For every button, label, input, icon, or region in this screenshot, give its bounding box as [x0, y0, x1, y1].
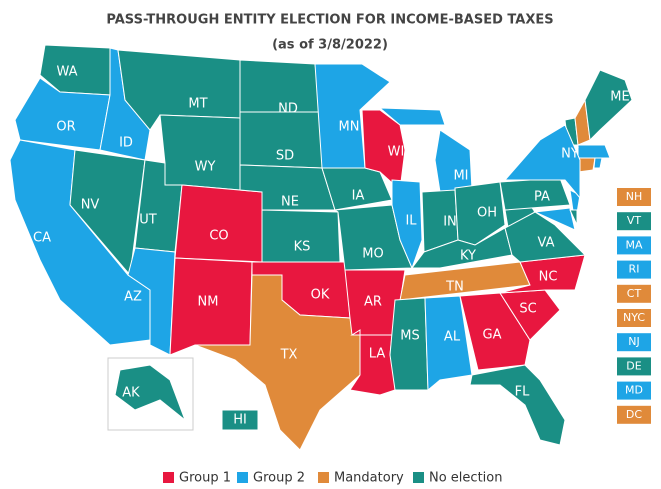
state-label: AR — [364, 295, 382, 310]
state-label: SD — [276, 149, 294, 164]
state-label: MO — [362, 247, 383, 262]
legend-label: Group 2 — [253, 471, 305, 486]
small-state-box — [617, 333, 651, 352]
small-state-box — [617, 212, 651, 231]
state-label: IL — [405, 214, 417, 229]
small-state — [577, 144, 611, 159]
state — [469, 364, 566, 446]
small-state-label: DC — [626, 408, 642, 421]
state-label: TX — [280, 348, 298, 363]
state — [321, 167, 393, 211]
small-state-label: VT — [627, 214, 642, 227]
state-label: CO — [209, 229, 228, 244]
small-state-label: MA — [625, 238, 642, 251]
state-label: MN — [339, 120, 360, 135]
state-label: ID — [119, 136, 133, 151]
state-label: LA — [369, 347, 386, 362]
state-label: NC — [539, 270, 558, 285]
subtitle: (as of 3/8/2022) — [272, 38, 388, 53]
state — [114, 364, 187, 422]
small-state-label: CT — [627, 287, 642, 300]
legend-label: Group 1 — [179, 471, 231, 486]
state-label: NE — [281, 195, 299, 210]
state-label: OH — [477, 206, 497, 221]
state-label: ME — [610, 90, 629, 105]
state — [389, 297, 429, 391]
title: PASS-THROUGH ENTITY ELECTION FOR INCOME-… — [106, 13, 553, 28]
small-state — [593, 157, 603, 169]
state — [503, 124, 581, 200]
legend-swatch — [318, 472, 329, 483]
state-label: NV — [81, 198, 100, 213]
state — [159, 114, 241, 191]
legend-label: Mandatory — [334, 471, 404, 486]
state-label: AL — [444, 330, 461, 345]
small-state-box — [617, 284, 651, 303]
state-label: PA — [534, 190, 550, 205]
state-label: KY — [460, 249, 476, 264]
state — [174, 184, 263, 263]
small-state-label: NJ — [628, 335, 639, 348]
small-state-box — [617, 357, 651, 376]
small-state-label: RI — [629, 263, 640, 276]
legend-swatch — [163, 472, 174, 483]
state — [454, 181, 506, 246]
small-state-box — [617, 309, 651, 327]
state — [361, 109, 406, 192]
state-label: IA — [352, 189, 365, 204]
state-label: SC — [519, 302, 536, 317]
small-state-label: MD — [625, 384, 643, 397]
state-label: OK — [311, 288, 330, 303]
small-state-box — [617, 236, 651, 255]
state-label: WI — [388, 145, 405, 160]
state-label: WA — [56, 65, 77, 80]
small-state-box — [617, 405, 651, 424]
state-label: NM — [198, 295, 219, 310]
state-label: CA — [33, 231, 51, 246]
state-label: MT — [188, 97, 207, 112]
state-label: IN — [443, 215, 457, 230]
state — [459, 292, 531, 371]
state-label: OR — [56, 120, 75, 135]
small-state-label: NYC — [623, 311, 645, 324]
state — [221, 409, 259, 431]
state-label: UT — [139, 213, 157, 228]
state — [194, 274, 361, 451]
state-label: AK — [122, 386, 140, 401]
state — [504, 211, 587, 263]
state-label: WY — [195, 160, 216, 175]
state-label: VA — [538, 236, 555, 251]
state-label: AZ — [124, 290, 142, 305]
state-label: HI — [233, 413, 247, 428]
state-label: MI — [453, 169, 468, 184]
state-label: GA — [483, 328, 502, 343]
state-label: KS — [294, 240, 311, 255]
state — [127, 247, 176, 356]
small-state-box — [617, 188, 651, 206]
state-label: FL — [515, 385, 530, 400]
small-state-box — [617, 381, 651, 400]
small-state-label: DE — [626, 359, 641, 372]
small-state — [569, 209, 578, 226]
small-state-label: NH — [626, 190, 643, 203]
inset-frame — [107, 357, 194, 431]
small-state — [378, 107, 446, 126]
state-label: MS — [400, 329, 419, 344]
state — [584, 69, 633, 142]
state-label: TN — [445, 280, 464, 295]
small-state — [577, 157, 596, 173]
legend-swatch — [413, 472, 424, 483]
state — [424, 295, 473, 392]
small-state — [533, 207, 576, 231]
small-state-box — [617, 260, 651, 279]
legend-label: No election — [429, 471, 502, 486]
legend-swatch — [237, 472, 248, 483]
state-label: NY — [561, 147, 579, 162]
